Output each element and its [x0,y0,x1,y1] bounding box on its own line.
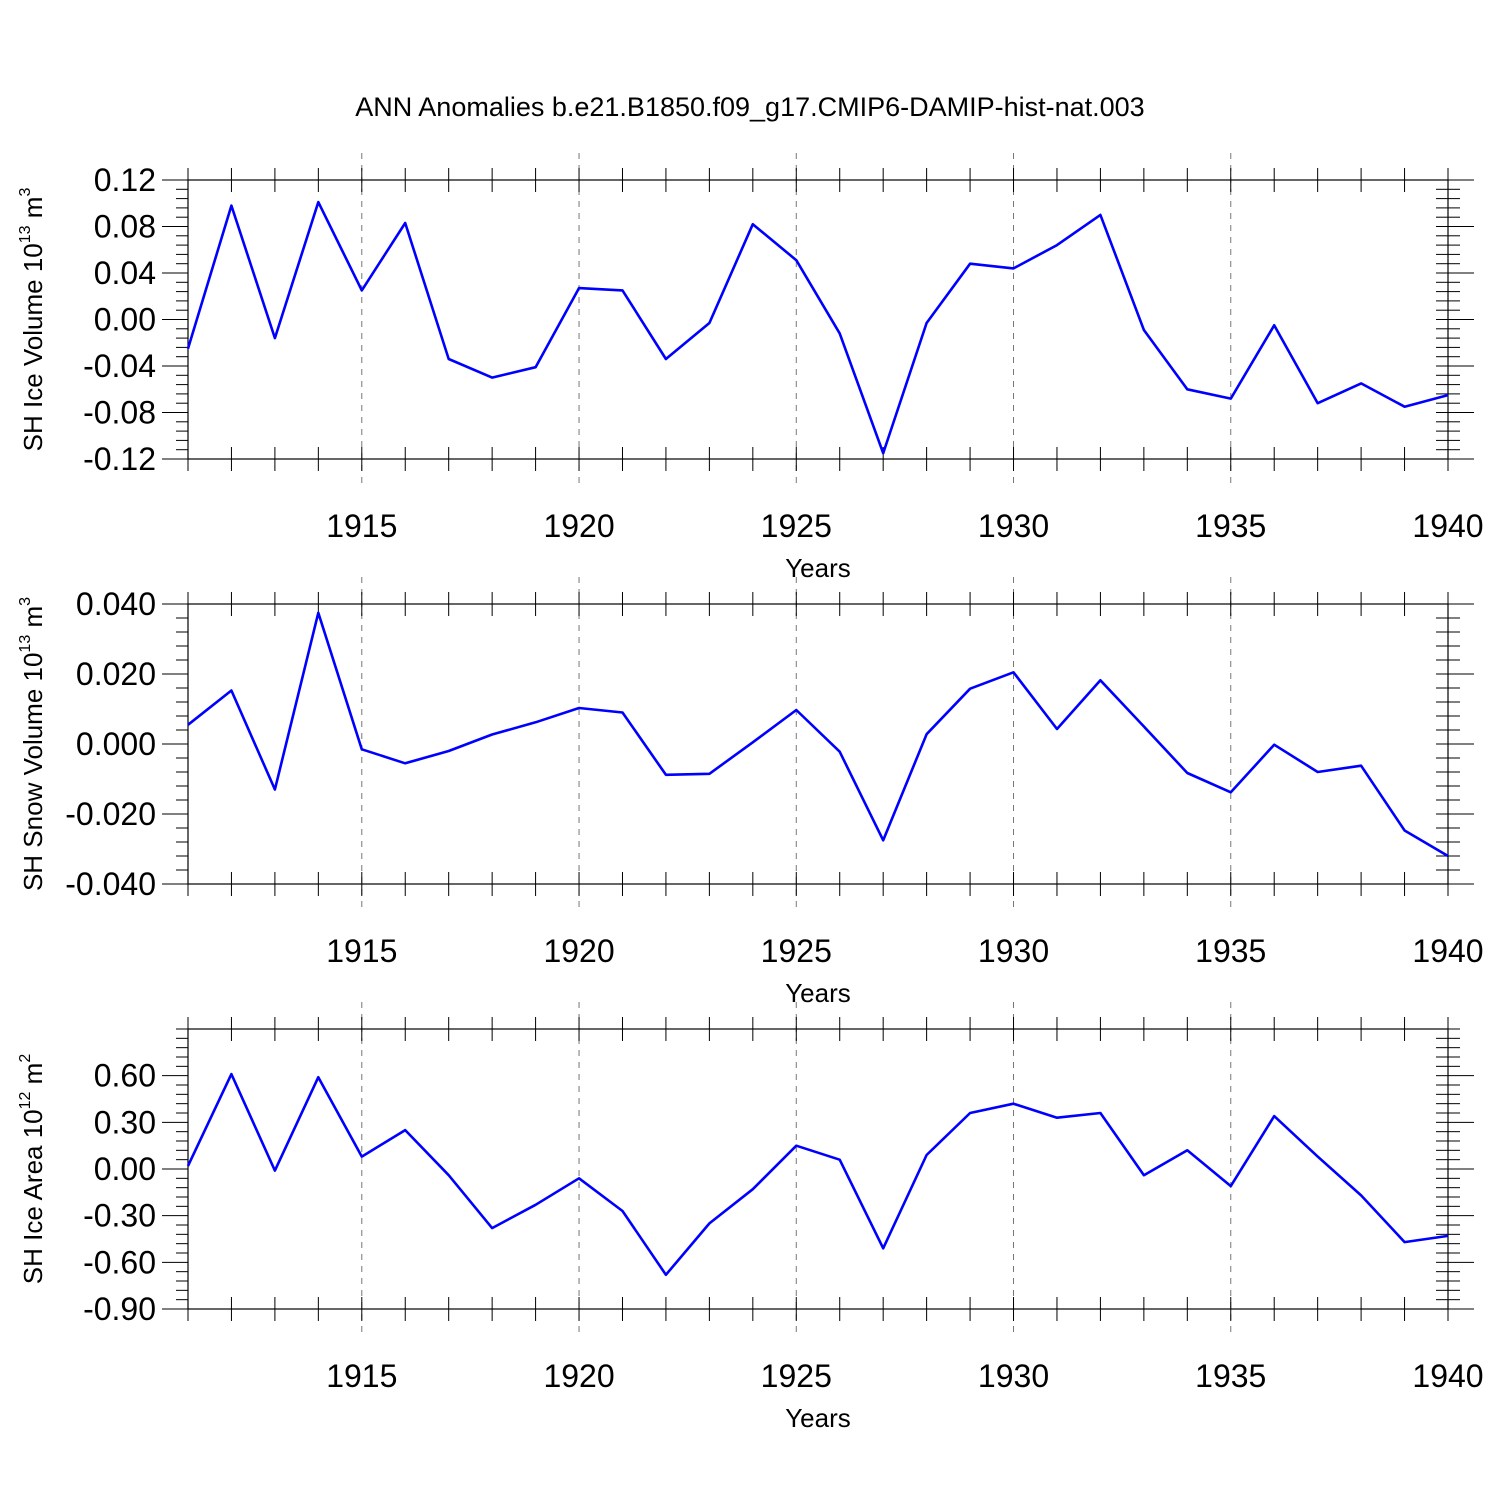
y-axis-title-exp: 13 [17,225,34,243]
y-axis-title-exp: 12 [17,1091,34,1109]
y-axis-title-unit: m [18,197,48,226]
y-axis-title-main: SH Ice Volume 10 [18,243,48,451]
x-tick-label: 1915 [326,933,397,969]
y-tick-label: 0.60 [94,1058,156,1094]
panel-ice-area: 1915 1920 1925 1930 1935 1940 0.60 0.30 0.00 -0.3… [17,1002,1484,1433]
series-line-snow-volume [187,611,1449,858]
y-tick-label: -0.040 [65,866,156,902]
x-tick-label: 1920 [543,1358,614,1394]
x-tick-label: 1935 [1195,1358,1266,1394]
x-axis-title: Years [785,978,851,1008]
x-axis-title: Years [785,553,851,583]
figure-title: ANN Anomalies b.e21.B1850.f09_g17.CMIP6-… [355,92,1144,122]
y-tick-label: -0.12 [83,441,156,477]
x-tick-label: 1925 [761,508,832,544]
series-line-ice-area [186,1072,1449,1277]
x-tick-label: 1935 [1195,508,1266,544]
x-tick-label: 1940 [1412,1358,1483,1394]
y-tick-label: 0.08 [94,209,156,245]
y-tick-label: -0.04 [83,348,156,384]
x-tick-label: 1915 [326,508,397,544]
x-tick-label: 1940 [1412,508,1483,544]
x-tick-label: 1925 [761,1358,832,1394]
y-tick-label: 0.040 [76,586,156,622]
y-axis-title-unit-exp: 3 [17,188,34,197]
y-axis-title: SH Ice Area 1012 m2 [17,1054,48,1285]
x-tick-label: 1915 [326,1358,397,1394]
y-tick-label: 0.00 [94,1151,156,1187]
series-line-ice-volume [186,200,1449,455]
y-tick-label: 0.00 [94,302,156,338]
y-axis-title-unit-exp: 2 [17,1054,34,1063]
x-tick-label: 1925 [761,933,832,969]
x-tick-label: 1930 [978,508,1049,544]
y-tick-label: -0.60 [83,1244,156,1280]
y-tick-label: -0.08 [83,395,156,431]
y-axis-title-unit: m [18,606,48,635]
y-axis-title: SH Snow Volume 1013 m3 [17,597,48,891]
y-axis-title-exp: 13 [17,635,34,653]
y-tick-label: 0.12 [94,162,156,198]
y-axis-title-unit-exp: 3 [17,597,34,606]
y-axis-title: SH Ice Volume 1013 m3 [17,188,48,452]
x-tick-label: 1935 [1195,933,1266,969]
y-axis-title-main: SH Ice Area 10 [18,1109,48,1284]
plot-frame [187,603,1449,885]
y-axis-title-main: SH Snow Volume 10 [18,653,48,891]
panel-snow-volume: 1915 1920 1925 1930 1935 1940 0.040 0.020 0.000 -… [17,577,1484,1008]
x-tick-label: 1920 [543,933,614,969]
y-axis-title-unit: m [18,1063,48,1092]
x-tick-label: 1930 [978,1358,1049,1394]
y-tick-label: -0.90 [83,1291,156,1327]
y-tick-label: 0.020 [76,656,156,692]
plot-frame [187,1028,1449,1310]
x-tick-label: 1930 [978,933,1049,969]
y-tick-label: -0.020 [65,796,156,832]
y-tick-label: 0.04 [94,255,156,291]
y-tick-label: 0.30 [94,1104,156,1140]
x-axis-title: Years [785,1403,851,1433]
y-tick-label: 0.000 [76,726,156,762]
panel-ice-volume: 1915 1920 1925 1930 1935 1940 0.12 0.08 0.04 0.00… [17,153,1484,583]
plot-frame [187,179,1449,460]
x-tick-label: 1940 [1412,933,1483,969]
x-tick-label: 1920 [543,508,614,544]
y-tick-label: -0.30 [83,1198,156,1234]
